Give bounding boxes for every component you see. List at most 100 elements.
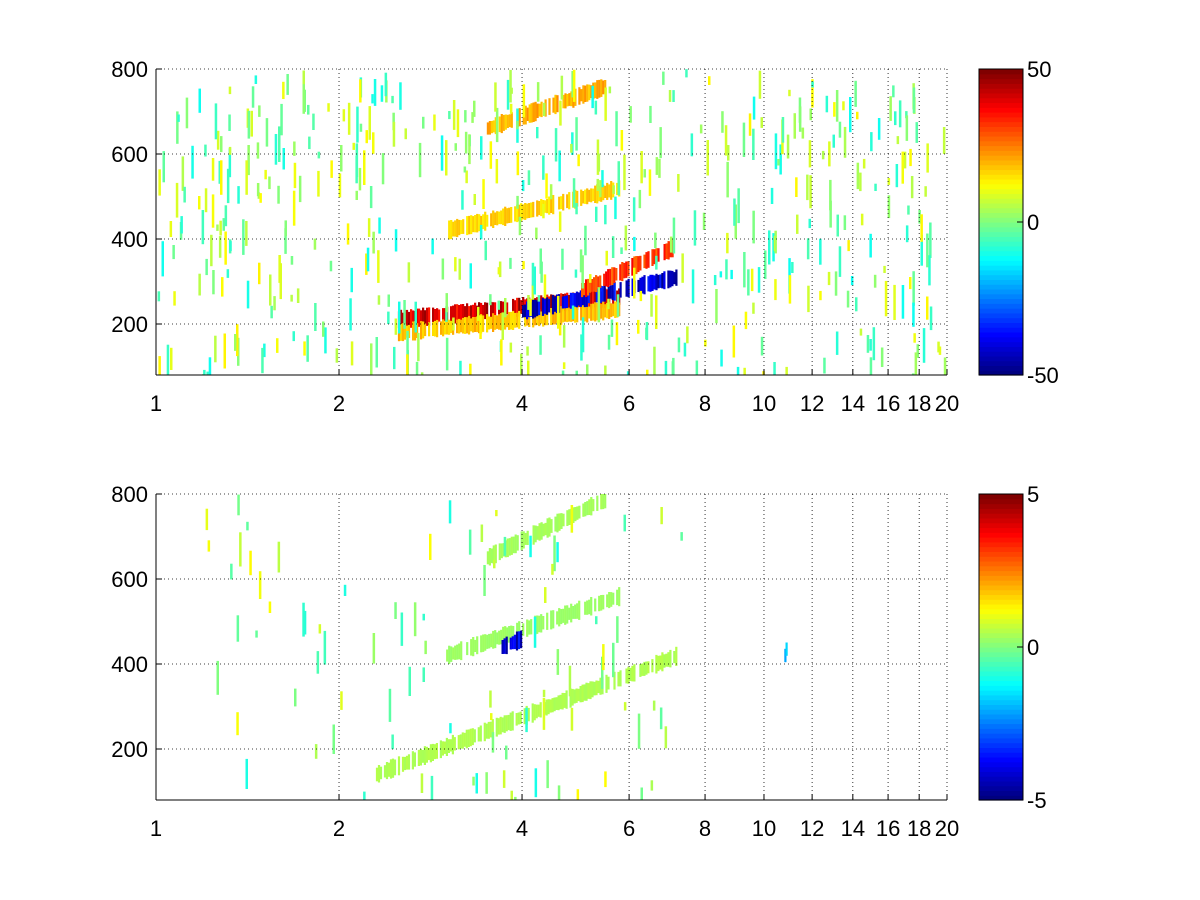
colorbar-step xyxy=(979,317,1023,324)
heatmap-feature-5 xyxy=(596,184,599,204)
heatmap-feature-4 xyxy=(503,638,506,654)
heatmap-noise xyxy=(522,261,525,270)
heatmap-feature-1 xyxy=(483,722,486,742)
heatmap-feature-6 xyxy=(530,103,533,123)
heatmap-feature-1 xyxy=(436,308,439,324)
heatmap-feature-4 xyxy=(663,244,666,261)
heatmap-noise xyxy=(441,258,445,280)
heatmap-feature-1 xyxy=(675,646,678,666)
heatmap-noise xyxy=(659,707,663,730)
heatmap-noise xyxy=(543,274,547,299)
heatmap-feature-5 xyxy=(606,182,609,200)
heatmap-noise xyxy=(464,131,468,154)
heatmap-noise xyxy=(922,328,926,363)
heatmap-feature-1 xyxy=(387,762,391,777)
heatmap-feature-1 xyxy=(423,746,426,765)
colorbar-step xyxy=(979,647,1023,653)
heatmap-noise xyxy=(264,169,267,180)
heatmap-noise xyxy=(286,74,289,95)
heatmap-feature-2 xyxy=(610,592,613,607)
heatmap-feature-2 xyxy=(494,315,497,330)
heatmap-noise xyxy=(660,507,663,525)
heatmap-noise xyxy=(205,258,208,276)
heatmap-feature-6 xyxy=(526,107,529,121)
heatmap-feature-1 xyxy=(412,310,415,326)
colorbar-step xyxy=(979,97,1023,104)
heatmap-feature-1 xyxy=(520,300,523,314)
heatmap-noise xyxy=(737,188,740,224)
heatmap-noise xyxy=(571,305,575,320)
heatmap-feature-2 xyxy=(448,319,451,335)
colorbar-step xyxy=(979,766,1023,772)
heatmap-noise xyxy=(506,79,510,110)
heatmap-noise xyxy=(561,370,565,375)
heatmap-noise xyxy=(172,245,175,260)
heatmap-feature-1 xyxy=(587,683,590,699)
heatmap-feature-1 xyxy=(571,688,574,706)
heatmap-noise xyxy=(318,624,322,634)
heatmap-noise xyxy=(571,132,574,155)
heatmap-noise xyxy=(883,265,886,273)
heatmap-noise xyxy=(553,535,556,572)
heatmap-noise xyxy=(601,170,604,188)
heatmap-feature-6 xyxy=(528,104,531,123)
heatmap-noise xyxy=(594,100,598,115)
heatmap-feature-6 xyxy=(502,114,505,131)
heatmap-feature-4 xyxy=(625,261,628,278)
heatmap-feature-2 xyxy=(606,594,609,608)
heatmap-feature-6 xyxy=(532,102,535,122)
heatmap-feature-5 xyxy=(502,208,505,226)
heatmap-noise xyxy=(724,125,728,156)
heatmap-noise xyxy=(623,702,627,711)
heatmap-noise xyxy=(236,712,239,736)
heatmap-noise xyxy=(212,270,215,295)
heatmap-feature-6 xyxy=(580,89,583,102)
heatmap-feature-2 xyxy=(602,301,605,321)
heatmap-feature-1 xyxy=(657,655,660,672)
colorbar-step xyxy=(979,178,1023,185)
heatmap-feature-1 xyxy=(399,309,403,330)
heatmap-noise xyxy=(204,188,208,213)
heatmap-feature-5 xyxy=(526,203,529,219)
heatmap-noise xyxy=(611,236,615,258)
heatmap-noise xyxy=(624,225,628,251)
heatmap-noise xyxy=(236,324,239,357)
heatmap-feature-6 xyxy=(498,116,501,133)
heatmap-noise xyxy=(316,651,320,674)
heatmap-feature-3 xyxy=(524,532,527,545)
heatmap-noise xyxy=(623,514,626,532)
heatmap-feature-2 xyxy=(540,311,543,324)
heatmap-noise xyxy=(256,183,260,197)
heatmap-noise xyxy=(721,111,724,133)
heatmap-feature-2 xyxy=(600,303,603,319)
heatmap-noise xyxy=(748,113,752,136)
heatmap-feature-4 xyxy=(589,279,592,293)
heatmap-noise xyxy=(846,290,850,308)
heatmap-feature-6 xyxy=(486,122,489,135)
heatmap-feature-1 xyxy=(463,732,466,747)
heatmap-noise xyxy=(340,145,343,172)
heatmap-feature-4 xyxy=(603,273,606,286)
heatmap-feature-5 xyxy=(516,204,519,223)
heatmap-feature-2 xyxy=(399,323,403,341)
heatmap-noise xyxy=(862,158,866,169)
heatmap-noise xyxy=(690,133,694,157)
heatmap-feature-6 xyxy=(556,95,559,113)
heatmap-noise xyxy=(387,311,390,324)
heatmap-noise xyxy=(828,141,831,167)
heatmap-feature-2 xyxy=(558,608,561,627)
heatmap-noise xyxy=(372,231,375,254)
colorbar-step xyxy=(979,274,1023,280)
heatmap-feature-3 xyxy=(528,302,531,318)
heatmap-feature-3 xyxy=(579,290,582,307)
heatmap-noise xyxy=(346,223,350,245)
heatmap-feature-2 xyxy=(568,607,571,620)
heatmap-feature-6 xyxy=(548,98,551,115)
heatmap-feature-1 xyxy=(617,671,620,687)
heatmap-noise xyxy=(365,253,368,275)
heatmap-noise xyxy=(204,144,207,157)
heatmap-feature-1 xyxy=(665,653,668,667)
heatmap-feature-3 xyxy=(538,523,541,541)
heatmap-feature-1 xyxy=(502,301,505,316)
